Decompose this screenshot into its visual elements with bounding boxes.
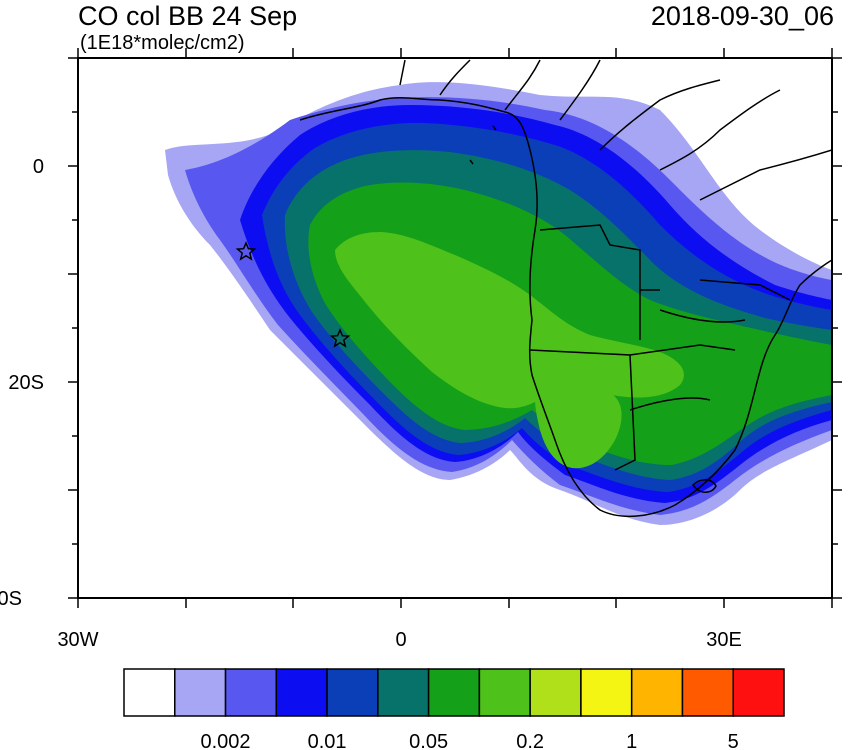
colorbar-swatch <box>377 668 430 717</box>
tick-marks <box>68 48 842 608</box>
colorbar-label: 1 <box>626 731 637 750</box>
units-label: (1E18*molec/cm2) <box>80 32 245 54</box>
marker-star-2 <box>329 328 351 348</box>
colorbar-label: 0.002 <box>201 731 251 750</box>
marker-star-1 <box>235 241 257 261</box>
datetime-label: 2018-09-30_06 <box>650 1 834 31</box>
colorbar-swatch <box>732 668 785 717</box>
colorbar-swatch <box>326 668 379 717</box>
colorbar-swatch <box>529 668 582 717</box>
colorbar-label: 0.05 <box>409 731 448 750</box>
x-tick-label-30e: 30E <box>706 629 742 651</box>
x-tick-label-0: 0 <box>395 629 406 651</box>
y-tick-label-40s: 40S <box>0 588 22 610</box>
x-tick-label-30w: 30W <box>57 629 98 651</box>
colorbar-swatch <box>630 668 684 717</box>
co-plume <box>165 82 832 525</box>
colorbar-swatch <box>123 668 176 717</box>
colorbar-label: 0.01 <box>308 731 347 750</box>
colorbar-label: 0.2 <box>516 731 544 750</box>
colorbar-swatch <box>275 668 328 717</box>
colorbar-swatch <box>174 668 227 717</box>
colorbar-swatch <box>224 668 278 717</box>
map-title: CO col BB 24 Sep <box>78 1 298 31</box>
colorbar <box>123 668 785 717</box>
y-tick-label-0: 0 <box>33 156 44 178</box>
colorbar-swatch <box>478 668 531 717</box>
colorbar-swatch <box>580 668 633 717</box>
colorbar-swatch <box>681 668 734 717</box>
colorbar-labels: 0.002 0.01 0.05 0.2 1 5 <box>201 731 739 750</box>
colorbar-label: 5 <box>728 731 739 750</box>
colorbar-swatch <box>427 668 481 717</box>
coastlines <box>299 59 832 518</box>
y-tick-label-20s: 20S <box>8 372 44 394</box>
